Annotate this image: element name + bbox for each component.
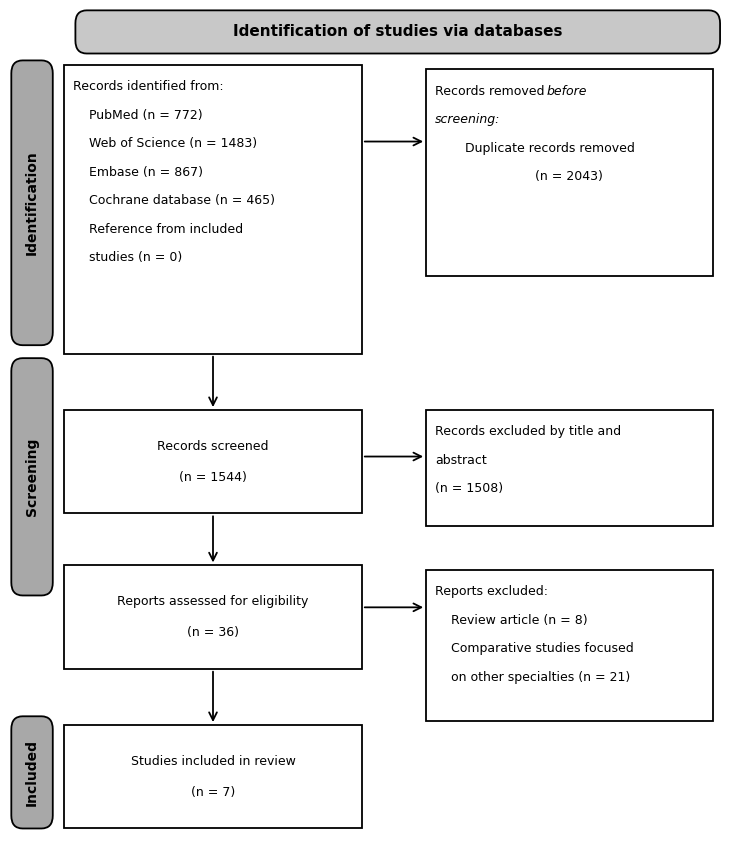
Text: Identification: Identification xyxy=(25,150,39,255)
FancyBboxPatch shape xyxy=(11,716,53,828)
Text: PubMed (n = 772): PubMed (n = 772) xyxy=(73,109,203,122)
Text: studies (n = 0): studies (n = 0) xyxy=(73,251,182,264)
FancyBboxPatch shape xyxy=(75,10,720,54)
Text: (n = 1544): (n = 1544) xyxy=(179,470,247,484)
Text: (n = 7): (n = 7) xyxy=(191,785,235,799)
Text: screening:: screening: xyxy=(435,113,501,126)
FancyBboxPatch shape xyxy=(11,358,53,595)
Text: Embase (n = 867): Embase (n = 867) xyxy=(73,166,203,179)
FancyBboxPatch shape xyxy=(11,60,53,345)
FancyBboxPatch shape xyxy=(64,725,362,828)
FancyBboxPatch shape xyxy=(64,565,362,669)
Text: Identification of studies via databases: Identification of studies via databases xyxy=(233,24,562,40)
Text: Cochrane database (n = 465): Cochrane database (n = 465) xyxy=(73,194,275,207)
Text: Reference from included: Reference from included xyxy=(73,223,244,236)
Text: Comparative studies focused: Comparative studies focused xyxy=(435,642,634,655)
Text: (n = 36): (n = 36) xyxy=(187,626,239,639)
Text: Records removed: Records removed xyxy=(435,85,549,98)
FancyBboxPatch shape xyxy=(64,410,362,513)
Text: Records excluded by title and: Records excluded by title and xyxy=(435,425,621,438)
FancyBboxPatch shape xyxy=(426,69,713,276)
FancyBboxPatch shape xyxy=(426,570,713,721)
FancyBboxPatch shape xyxy=(64,65,362,354)
Text: on other specialties (n = 21): on other specialties (n = 21) xyxy=(435,671,630,683)
Text: Web of Science (n = 1483): Web of Science (n = 1483) xyxy=(73,137,257,150)
Text: Records identified from:: Records identified from: xyxy=(73,80,224,93)
Text: Studies included in review: Studies included in review xyxy=(130,754,296,768)
Text: Reports assessed for eligibility: Reports assessed for eligibility xyxy=(118,595,308,608)
Text: abstract: abstract xyxy=(435,454,487,467)
FancyBboxPatch shape xyxy=(426,410,713,526)
Text: Reports excluded:: Reports excluded: xyxy=(435,585,548,598)
Text: Screening: Screening xyxy=(25,438,39,516)
Text: Records screened: Records screened xyxy=(158,439,268,453)
Text: before: before xyxy=(547,85,587,98)
Text: Included: Included xyxy=(25,739,39,806)
Text: Review article (n = 8): Review article (n = 8) xyxy=(435,614,587,627)
Text: (n = 2043): (n = 2043) xyxy=(535,170,603,183)
Text: (n = 1508): (n = 1508) xyxy=(435,482,503,495)
Text: Duplicate records removed: Duplicate records removed xyxy=(465,142,635,154)
